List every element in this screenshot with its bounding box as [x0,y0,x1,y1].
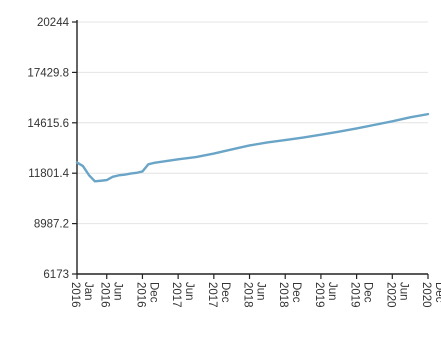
x-tick-label: Jun2017 [170,282,195,308]
y-tick-label: 11801.4 [28,168,69,180]
y-tick-label: 8987.2 [34,219,69,231]
gridlines [77,21,428,225]
x-tick-label: Jun2018 [242,282,267,308]
x-tick-label: Dec2017 [206,282,231,308]
x-tick-label: Dec2019 [349,282,374,308]
x-tick-label: Dec2018 [277,282,302,308]
x-tick-label: Jun2019 [313,282,338,308]
y-tick-label: 17429.8 [27,67,69,79]
x-tick-label: Jun2016 [99,282,124,308]
x-tick-label: Dec2020 [420,282,441,308]
y-tick-label: 6173 [43,269,69,281]
x-tick-label: Jun2020 [384,282,409,308]
x-tick-label: Dec2016 [134,282,159,308]
x-tick-label: Jan2016 [69,282,94,308]
tick-labels: 6173 8987.2 11801.4 14615.6 17429.8 20244 Jan2… [27,17,441,308]
series-layer [75,112,430,183]
series-line [75,112,430,183]
y-tick-label: 20244 [37,17,70,29]
axes [72,20,429,279]
y-tick-label: 14615.6 [27,118,69,130]
